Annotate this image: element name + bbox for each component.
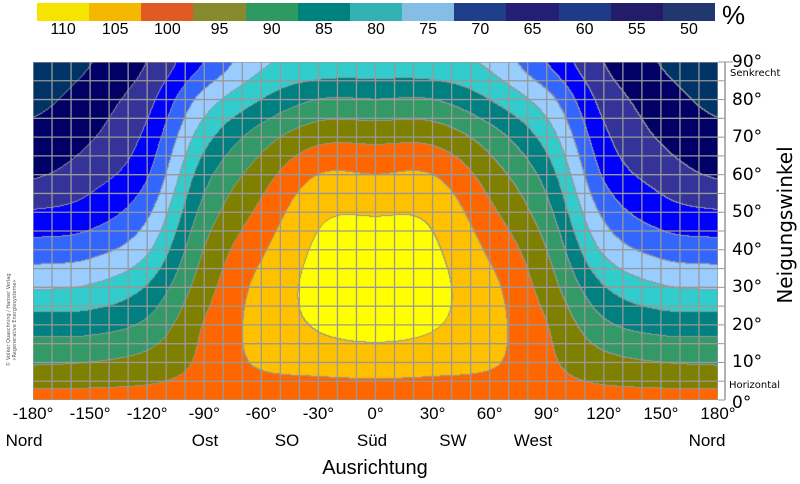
legend-swatch-65 <box>506 3 559 21</box>
y-tick-label: 20° <box>732 314 763 335</box>
legend-label: 55 <box>627 21 646 38</box>
direction-label: SO <box>274 431 300 450</box>
y-tick-label: 90° <box>732 52 763 72</box>
copyright-note: © Volker Quaschning / Hanser Verlag »Reg… <box>6 273 18 366</box>
legend-label: 85 <box>314 21 333 38</box>
legend-swatch-55 <box>610 3 663 21</box>
legend-unit: % <box>722 0 746 30</box>
x-tick-label: -150° <box>69 404 111 423</box>
direction-label: Nord <box>688 431 726 450</box>
x-tick-label: 0° <box>367 404 384 423</box>
x-tick-label: 180° <box>700 404 736 423</box>
x-tick-label: 150° <box>643 404 679 423</box>
legend-swatch-75 <box>402 3 455 21</box>
x-tick-label: -180° <box>12 404 54 423</box>
legend-label: 70 <box>471 21 490 38</box>
legend-label: 110 <box>50 21 76 38</box>
direction-label: West <box>513 431 553 450</box>
direction-label: SW <box>439 431 467 450</box>
legend-label: 75 <box>419 21 438 38</box>
x-tick-label: -30° <box>302 404 335 423</box>
legend-swatch-85 <box>297 3 350 21</box>
legend-swatch-105 <box>89 3 142 21</box>
legend-label: 95 <box>210 21 229 38</box>
legend-label: 50 <box>680 21 698 38</box>
y-tick-label: 10° <box>732 352 763 373</box>
x-tick-label: -120° <box>126 404 168 423</box>
y-axis-title: Neigungswinkel <box>773 146 797 304</box>
direction-label: Nord <box>5 431 43 450</box>
legend-label: 90 <box>262 21 281 38</box>
legend-swatch-70 <box>454 3 507 21</box>
y-tick-label: 40° <box>732 239 763 260</box>
y-tick-label: 80° <box>732 89 763 110</box>
legend-label: 65 <box>523 21 542 38</box>
legend-labels: 110 105 100 95 90 85 80 75 70 65 60 55 50 <box>37 21 715 39</box>
x-axis-title: Ausrichtung <box>322 457 428 479</box>
legend-label: 80 <box>367 21 385 38</box>
direction-label: Süd <box>356 431 388 450</box>
legend-swatch-60 <box>558 3 611 21</box>
x-tick-label: -90° <box>188 404 220 423</box>
legend-swatch-110 <box>37 3 90 21</box>
legend-swatch-50 <box>662 3 716 21</box>
legend-swatch-95 <box>193 3 246 21</box>
color-legend <box>37 3 716 21</box>
contour-plot <box>33 62 718 400</box>
y-tick-label: 30° <box>732 277 763 298</box>
copyright-line: »Regenerative Energiesysteme« <box>12 279 18 361</box>
y-tick-label: 50° <box>732 202 763 223</box>
legend-label: 60 <box>575 21 594 38</box>
legend-swatch-90 <box>245 3 298 21</box>
direction-label: Ost <box>191 431 219 450</box>
y-tick-label: 70° <box>732 127 763 148</box>
x-tick-label: 120° <box>586 404 622 423</box>
y-tick-label: 0° <box>732 393 752 413</box>
x-tick-label: 90° <box>533 404 560 423</box>
legend-swatch-80 <box>349 3 403 21</box>
legend-label: 105 <box>101 21 129 38</box>
y-tick-label: 60° <box>732 164 763 185</box>
legend-swatch-100 <box>141 3 194 21</box>
legend-label: 100 <box>154 21 181 38</box>
senkrecht-label: Senkrecht <box>730 68 781 79</box>
horizontal-label: Horizontal <box>729 380 781 391</box>
x-tick-label: 60° <box>476 404 503 423</box>
plot-grid <box>33 62 718 400</box>
x-tick-label: -60° <box>245 404 278 423</box>
x-tick-label: 30° <box>419 404 446 423</box>
